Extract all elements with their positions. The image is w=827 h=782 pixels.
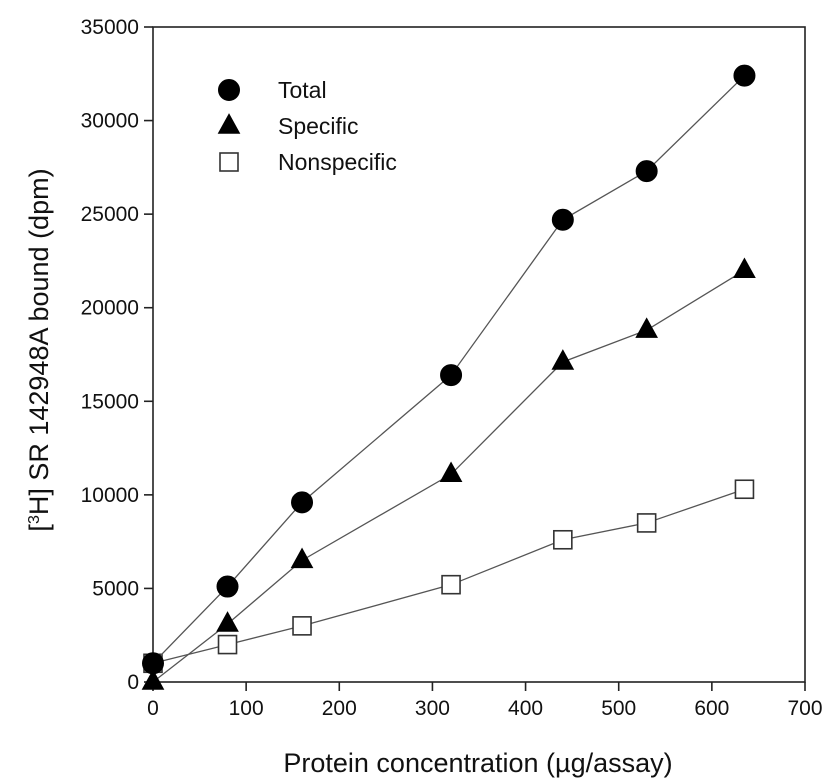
legend: Total Specific Nonspecific — [217, 77, 397, 175]
x-tick-label: 700 — [787, 697, 822, 720]
data-point — [142, 652, 164, 675]
x-tick-label: 0 — [147, 697, 159, 720]
series-specific — [141, 257, 756, 690]
y-tick-label: 15000 — [81, 390, 139, 413]
y-tick-label: 25000 — [81, 203, 139, 226]
legend-item: Total — [218, 77, 327, 103]
y-tick-label: 35000 — [81, 16, 139, 39]
x-tick-label: 300 — [415, 697, 450, 720]
y-axis-title-rest: H] SR 142948A bound (dpm) — [24, 168, 54, 515]
legend-marker — [219, 152, 239, 172]
y-tick-label: 0 — [127, 671, 139, 694]
x-axis-title: Protein concentration (µg/assay) — [283, 748, 672, 778]
y-axis-title: [3H] SR 142948A bound (dpm) — [24, 168, 54, 531]
legend-label: Specific — [278, 113, 359, 139]
data-point — [733, 64, 756, 87]
data-point — [141, 669, 165, 690]
legend-marker — [218, 79, 240, 101]
x-tick-label: 400 — [508, 697, 543, 720]
series-nonspecific — [143, 479, 755, 674]
y-tick-label: 10000 — [81, 484, 139, 507]
data-point — [551, 349, 575, 370]
data-point — [292, 616, 312, 636]
plot-area-border — [152, 26, 806, 683]
data-point — [551, 208, 574, 231]
legend-item: Nonspecific — [219, 149, 397, 175]
x-tick-label: 500 — [601, 697, 636, 720]
legend-marker — [217, 113, 241, 134]
data-point — [291, 491, 314, 514]
data-point — [440, 364, 463, 387]
data-point — [441, 574, 461, 595]
data-point — [217, 634, 238, 655]
legend-label: Nonspecific — [278, 149, 397, 175]
data-point — [734, 479, 755, 500]
x-tick-label: 600 — [694, 697, 729, 720]
data-point — [733, 257, 756, 279]
y-tick-label: 5000 — [92, 577, 139, 600]
x-tick-label: 100 — [229, 697, 264, 720]
data-point — [635, 160, 658, 183]
data-point — [216, 575, 239, 598]
y-tick-label: 20000 — [81, 297, 139, 320]
data-point — [290, 547, 314, 569]
plot-frame — [152, 26, 806, 683]
legend-item: Specific — [217, 113, 359, 139]
x-tick-label: 200 — [322, 697, 357, 720]
y-axis-title-open: [ — [24, 524, 54, 532]
y-axis-title-superscript: 3 — [26, 515, 43, 524]
data-point — [636, 513, 657, 533]
legend-label: Total — [278, 77, 327, 103]
axes: 0 100 200 300 400 500 600 700 0 5000 10000 15000 200… — [81, 16, 823, 720]
data-point — [216, 611, 239, 632]
data-point — [439, 461, 463, 482]
data-series — [141, 64, 756, 690]
series-total — [142, 64, 756, 675]
data-point — [635, 317, 659, 338]
data-point — [553, 529, 573, 550]
y-tick-label: 30000 — [81, 110, 139, 133]
